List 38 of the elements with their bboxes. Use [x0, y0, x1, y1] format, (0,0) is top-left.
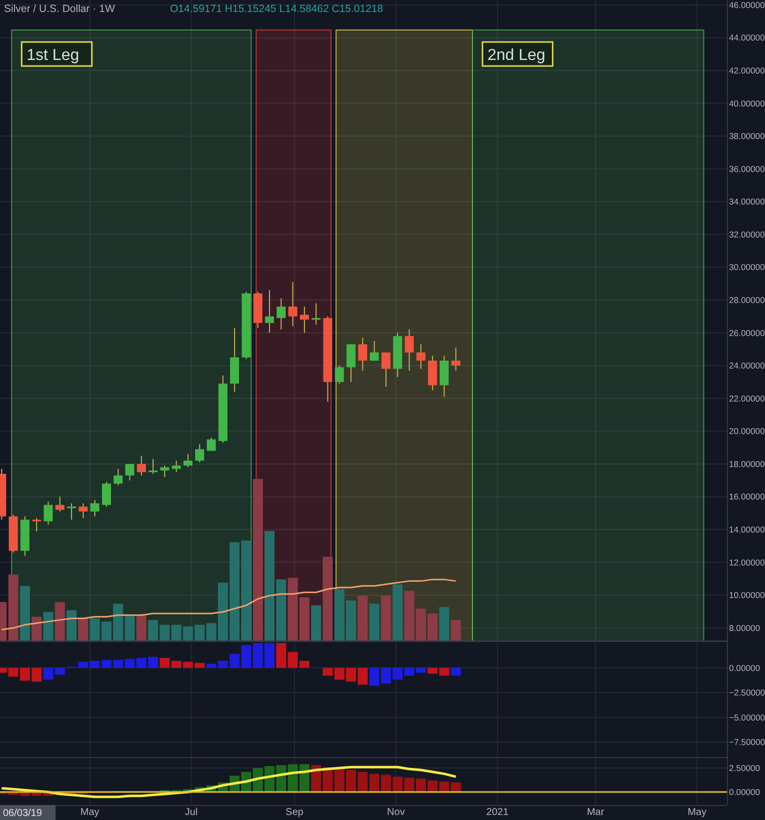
y-tick-label: 24.00000 [729, 360, 765, 371]
y-tick-label: 36.00000 [729, 164, 765, 174]
y-tick-label: 20.00000 [729, 426, 765, 436]
chart-title: Silver / U.S. Dollar · 1W [4, 3, 115, 15]
y-tick-label: 0.00000 [729, 787, 760, 798]
text: 06/03/19 [3, 808, 42, 819]
y-tick-label: 40.00000 [729, 98, 765, 108]
x-tick-label: Nov [387, 807, 405, 818]
y-tick-label: 10.00000 [729, 590, 765, 600]
y-tick-label: −5.00000 [729, 712, 765, 722]
y-tick-label: 0.00000 [729, 662, 760, 673]
y-tick-label: 26.00000 [729, 328, 765, 338]
x-tick-label: Jul [184, 807, 198, 818]
y-tick-label: 44.00000 [729, 32, 765, 43]
y-tick-label: 18.00000 [729, 458, 765, 469]
y-tick-label: 14.00000 [729, 524, 765, 535]
y-tick-label: 46.00000 [729, 0, 765, 10]
y-tick-label: 42.00000 [729, 66, 765, 76]
chart-subtitle: O14.59171 H15.15245 L14.58462 C15.01218 [170, 3, 384, 15]
y-tick-label: 28.00000 [729, 295, 765, 306]
x-tick-label: May [80, 807, 100, 818]
y-tick-label: −2.50000 [729, 688, 765, 698]
y-tick-label: 16.00000 [729, 492, 765, 502]
y-tick-label: 30.00000 [729, 262, 765, 272]
y-tick-label: 34.00000 [729, 196, 765, 207]
x-tick-label: 2021 [486, 807, 509, 818]
x-tick-label: Mar [586, 807, 605, 818]
x-tick-label: May [688, 807, 707, 818]
band-label: 1st Leg [26, 47, 80, 64]
y-tick-label: 12.00000 [729, 557, 765, 568]
y-tick-label: 38.00000 [729, 131, 765, 142]
y-tick-label: 32.00000 [729, 229, 765, 240]
band-label: 2nd Leg [487, 47, 546, 64]
x-tick-label: Sep [286, 807, 304, 818]
y-tick-label: 22.00000 [729, 393, 765, 404]
y-tick-label: −7.50000 [729, 737, 765, 748]
y-tick-label: 2.50000 [729, 763, 760, 774]
y-tick-label: 8.00000 [729, 622, 760, 633]
